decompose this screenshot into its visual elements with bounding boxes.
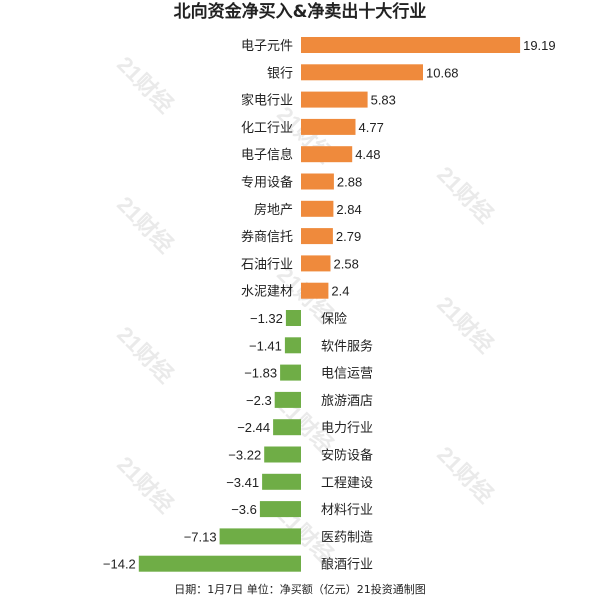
watermark-8: 21财经	[432, 442, 498, 508]
bar-9	[301, 282, 329, 299]
bar-13	[274, 391, 301, 408]
value-label-4: 4.48	[355, 147, 380, 162]
category-label-12: 电信运营	[321, 367, 373, 382]
category-label-7: 券商信托	[241, 229, 293, 245]
value-label-11: −1.41	[249, 338, 282, 353]
bar-17	[259, 501, 301, 518]
watermark-0: 21财经	[112, 52, 178, 118]
value-label-8: 2.58	[334, 256, 359, 271]
category-label-3: 化工行业	[241, 121, 293, 136]
bar-14	[273, 419, 301, 436]
bar-16	[262, 473, 301, 490]
bar-15	[264, 446, 301, 463]
bar-5	[301, 173, 334, 190]
watermark-9: 21财经	[112, 452, 178, 518]
category-label-10: 保险	[321, 312, 347, 327]
value-label-10: −1.32	[250, 311, 283, 326]
chart-title: 北向资金净买入&净卖出十大行业	[174, 1, 427, 22]
bar-0	[301, 37, 521, 53]
bar-2	[301, 91, 368, 108]
bar-19	[138, 555, 301, 572]
watermark-5: 21财经	[432, 292, 498, 358]
category-label-9: 水泥建材	[241, 285, 293, 300]
chart-footnote: 日期：1月7日 单位：净买额（亿元）21投资通制图	[174, 582, 426, 596]
value-label-12: −1.83	[244, 366, 277, 381]
value-label-9: 2.4	[331, 284, 349, 299]
category-label-6: 房地产	[254, 202, 293, 218]
category-label-15: 安防设备	[321, 448, 373, 464]
watermark-2: 21财经	[432, 162, 498, 228]
category-label-14: 电力行业	[321, 421, 373, 436]
category-label-2: 家电行业	[241, 93, 293, 109]
value-label-3: 4.77	[359, 120, 384, 135]
bar-4	[301, 146, 353, 163]
bar-3	[301, 118, 356, 135]
category-label-0: 电子元件	[241, 39, 293, 54]
bar-11	[284, 337, 301, 354]
value-label-17: −3.6	[231, 502, 257, 517]
value-label-2: 5.83	[371, 93, 396, 108]
category-label-8: 石油行业	[241, 257, 293, 272]
value-label-0: 19.19	[523, 38, 556, 53]
bar-1	[301, 64, 423, 81]
category-label-18: 医药制造	[321, 530, 373, 545]
value-labels: 19.19 10.68 5.83 4.77 4.48 2.88 2.84 2.79 2.58 2.…	[103, 38, 556, 572]
category-label-4: 电子信息	[241, 147, 293, 163]
category-label-11: 软件服务	[321, 338, 373, 354]
bar-12	[280, 364, 301, 381]
category-label-16: 工程建设	[321, 476, 373, 491]
watermark-3: 21财经	[112, 192, 178, 258]
value-label-1: 10.68	[426, 65, 459, 80]
value-label-16: −3.41	[226, 475, 259, 490]
category-labels: 电子元件银行家电行业化工行业电子信息专用设备房地产券商信托石油行业水泥建材保险软…	[241, 39, 373, 573]
watermark-6: 21财经	[112, 322, 178, 388]
value-label-7: 2.79	[336, 229, 361, 244]
category-label-5: 专用设备	[241, 175, 293, 191]
value-label-18: −7.13	[184, 529, 217, 544]
bar-18	[219, 528, 301, 545]
bar-6	[301, 200, 334, 217]
category-label-13: 旅游酒店	[321, 394, 373, 409]
value-label-6: 2.84	[336, 202, 361, 217]
value-label-15: −3.22	[228, 448, 261, 463]
category-label-19: 酿酒行业	[321, 557, 373, 573]
bar-10	[285, 310, 301, 326]
bars-group	[138, 37, 521, 572]
value-label-19: −14.2	[103, 557, 136, 572]
value-label-13: −2.3	[246, 393, 272, 408]
value-label-14: −2.44	[237, 420, 270, 435]
category-label-1: 银行	[267, 66, 293, 81]
value-label-5: 2.88	[337, 175, 362, 190]
category-label-17: 材料行业	[321, 503, 373, 518]
bar-7	[301, 228, 333, 245]
bar-8	[301, 255, 331, 272]
